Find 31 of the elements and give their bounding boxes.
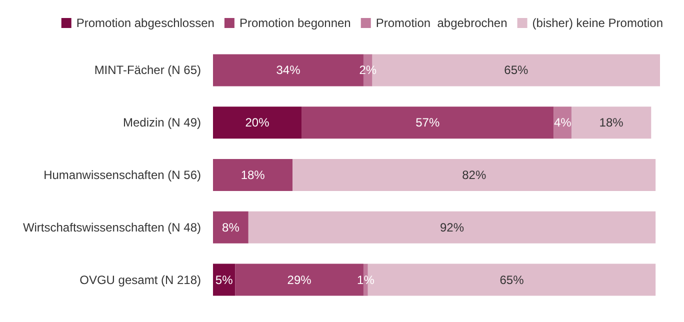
- legend-label: (bisher) keine Promotion: [532, 16, 664, 30]
- bar: [213, 159, 293, 191]
- data-label: 34%: [276, 63, 301, 78]
- data-label: 2%: [359, 63, 377, 78]
- bar: [248, 211, 656, 244]
- legend-label: Promotion begonnen: [239, 16, 351, 30]
- legend-label: Promotion abgebrochen: [376, 16, 508, 30]
- y-tick-label: MINT-Fächer (N 65): [94, 63, 201, 78]
- y-tick-label: Medizin (N 49): [122, 116, 201, 130]
- data-label: 65%: [500, 272, 524, 287]
- legend-label: Promotion abgeschlossen: [76, 16, 214, 30]
- data-label: 1%: [357, 272, 375, 287]
- y-tick-label: Wirtschaftswissenschaften (N 48): [22, 220, 201, 234]
- data-label: 92%: [440, 220, 464, 234]
- bar: [302, 106, 554, 139]
- y-tick-label: OVGU gesamt (N 218): [80, 272, 201, 287]
- data-label: 29%: [287, 272, 312, 287]
- bar: [213, 106, 302, 139]
- data-label: 18%: [599, 116, 624, 130]
- data-label: 4%: [554, 116, 572, 130]
- bar: [292, 159, 656, 191]
- data-label: 65%: [504, 63, 528, 78]
- data-label: 57%: [416, 116, 440, 130]
- bar: [213, 211, 248, 244]
- data-label: 20%: [245, 116, 270, 130]
- data-label: 18%: [240, 168, 266, 182]
- data-label: 82%: [462, 168, 486, 182]
- y-tick-label: Humanwissenschaften (N 56): [44, 168, 201, 182]
- data-label: 5%: [215, 272, 234, 287]
- bar: [571, 106, 652, 139]
- data-label: 8%: [222, 220, 240, 234]
